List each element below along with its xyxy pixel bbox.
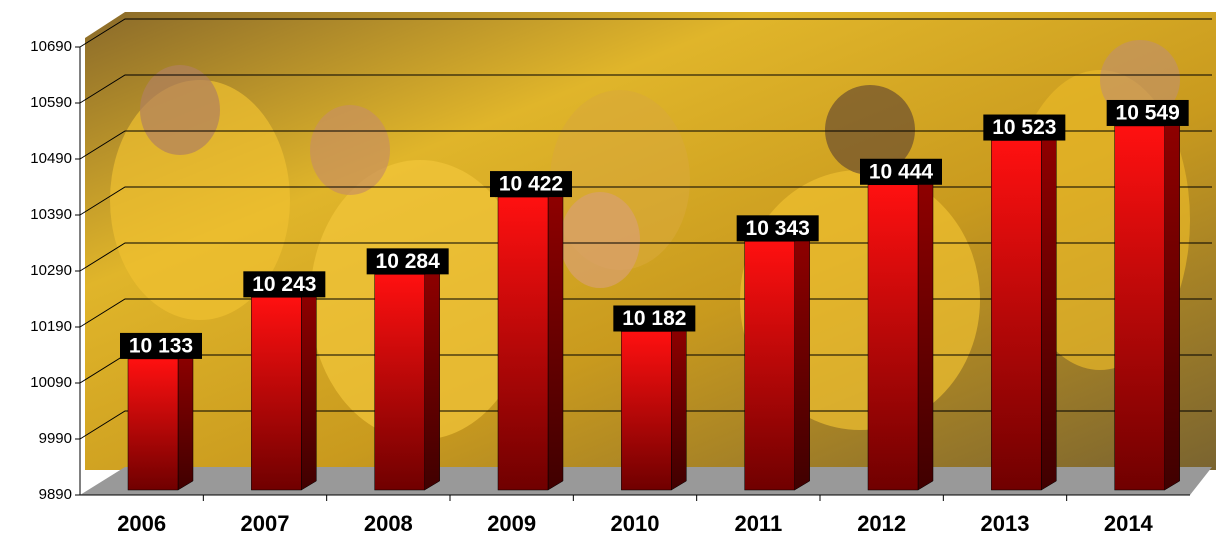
- bar: [374, 274, 425, 491]
- bar: [621, 331, 672, 491]
- value-label-box: [1106, 99, 1189, 126]
- y-tick-label: 10590: [30, 94, 72, 111]
- value-label: 10 444: [869, 160, 934, 183]
- value-label: 10 549: [1116, 102, 1180, 125]
- y-tick-label: 9890: [39, 486, 72, 503]
- bar-side: [547, 187, 564, 491]
- bar-side: [1041, 131, 1057, 491]
- bar: [991, 140, 1042, 491]
- bar: [744, 241, 795, 491]
- grid-line: [79, 410, 1212, 440]
- bar-side: [424, 264, 440, 491]
- bar-side: [1164, 116, 1180, 491]
- bar-side: [301, 287, 317, 491]
- bar: [497, 196, 549, 491]
- value-label-box: [860, 158, 942, 185]
- x-tick-label: 2006: [117, 511, 166, 536]
- y-tick-label: 10390: [30, 206, 72, 223]
- x-tick-label: 2009: [487, 511, 536, 536]
- value-label: 10 284: [376, 250, 441, 273]
- grid-line: [79, 298, 1212, 328]
- value-label-box: [736, 215, 819, 242]
- value-label: 10 422: [499, 173, 563, 196]
- value-label-box: [120, 332, 202, 359]
- bar-side: [794, 231, 810, 491]
- bar: [1114, 125, 1165, 491]
- y-tick-label: 10690: [30, 38, 72, 55]
- x-tick-label: 2008: [364, 511, 413, 536]
- bar-side: [671, 322, 687, 491]
- grid-line: [79, 74, 1212, 104]
- x-tick-label: 2011: [734, 511, 782, 536]
- y-tick-label: 10090: [30, 374, 72, 391]
- value-label-box: [366, 248, 449, 275]
- value-label-box: [983, 114, 1066, 141]
- y-tick-label: 10490: [30, 150, 72, 167]
- y-tick-label: 10190: [30, 318, 72, 335]
- value-label-box: [613, 305, 696, 332]
- value-label-box: [243, 271, 326, 298]
- value-label: 10 133: [129, 334, 193, 357]
- grid-line: [79, 242, 1212, 272]
- bar-side: [177, 349, 194, 491]
- bar-side: [917, 175, 934, 491]
- x-tick-label: 2014: [1104, 511, 1154, 536]
- grid-line: [79, 130, 1212, 160]
- value-label: 10 182: [622, 307, 686, 330]
- value-label: 10 243: [252, 273, 316, 296]
- bar: [127, 358, 179, 491]
- value-label: 10 343: [746, 217, 810, 240]
- x-tick-label: 2010: [611, 511, 660, 536]
- bar: [251, 297, 302, 491]
- grid-line: [79, 18, 1212, 48]
- grid-line: [79, 186, 1212, 216]
- x-tick-label: 2013: [981, 511, 1030, 536]
- y-tick-label: 10290: [30, 262, 72, 279]
- value-label-box: [490, 171, 572, 198]
- x-tick-label: 2007: [241, 511, 290, 536]
- value-label: 10 523: [992, 116, 1056, 139]
- bar: [867, 184, 919, 491]
- x-tick-label: 2012: [857, 511, 906, 536]
- y-tick-label: 9990: [39, 430, 72, 447]
